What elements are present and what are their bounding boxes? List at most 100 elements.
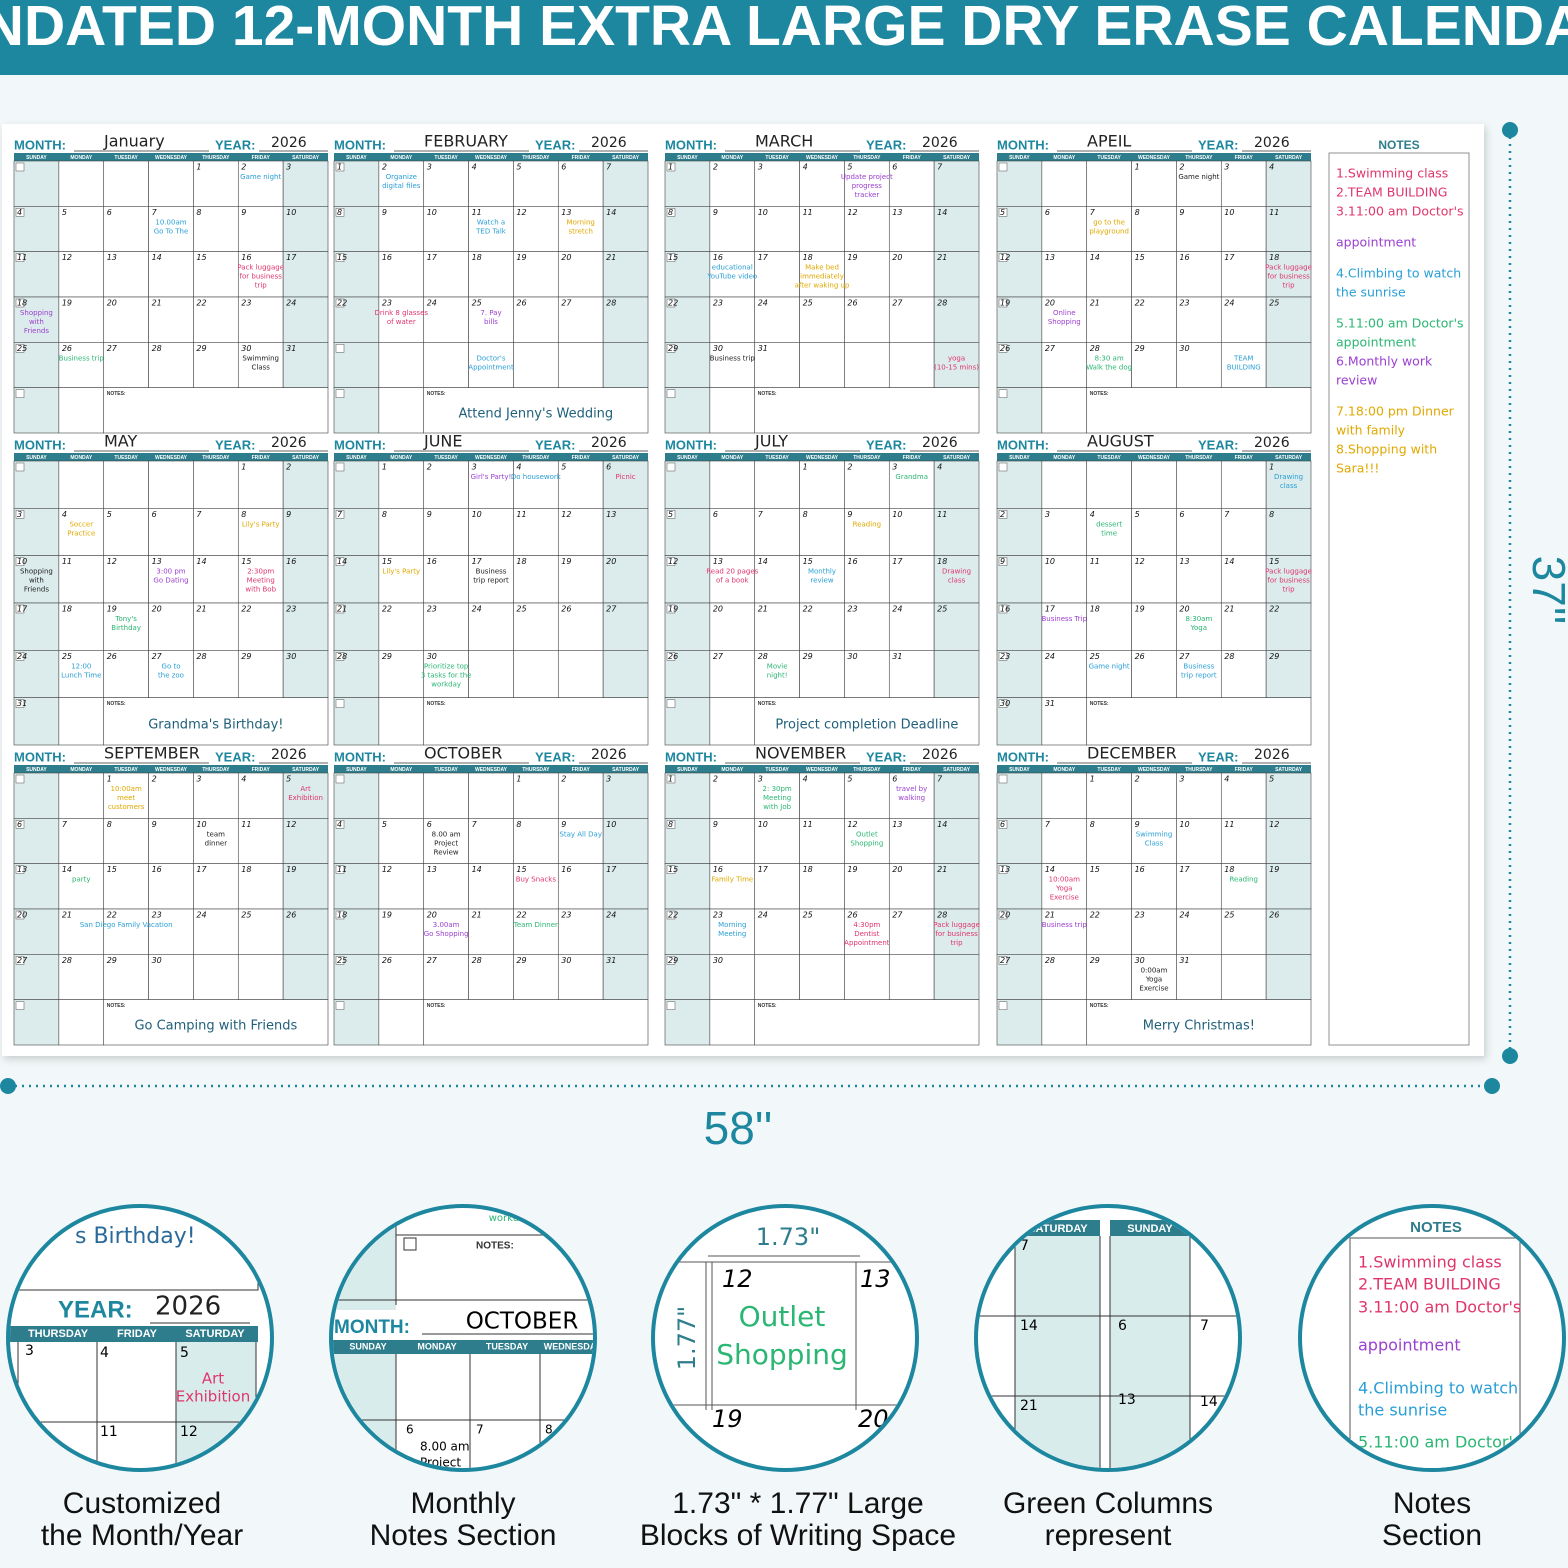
event-text: playground — [1089, 227, 1129, 235]
caption: 1.73" * 1.77" Large — [672, 1487, 923, 1520]
weekday: WEDNESDAY — [1138, 455, 1171, 461]
day-cell — [1220, 908, 1267, 955]
day-number: 20 — [606, 557, 616, 566]
day-cell — [1131, 818, 1177, 864]
event-text: 0:00am — [1141, 966, 1168, 974]
day-cell — [1176, 954, 1222, 1000]
event-text: Drawing — [942, 568, 971, 576]
day-number: 17 — [1179, 865, 1190, 874]
dot — [0, 1078, 16, 1094]
day-cell — [1041, 772, 1088, 819]
day-cell — [282, 251, 329, 298]
day-number: 22 — [1090, 911, 1100, 920]
day-number: 12 — [1269, 820, 1279, 829]
day-cell — [1131, 863, 1177, 910]
day-number: 29 — [382, 652, 392, 661]
day-number: 3 — [427, 163, 432, 172]
day-number: 27 — [713, 652, 724, 661]
month-label: MONTH: — [334, 749, 386, 764]
checkbox — [666, 208, 676, 217]
event-text: dessert — [1096, 520, 1122, 528]
day-number: 17 — [286, 253, 297, 262]
day-cell — [378, 908, 425, 955]
day-number: 7 — [337, 510, 343, 519]
day-number: 21 — [337, 605, 347, 614]
day-number: 15 — [516, 865, 526, 874]
day-number: 7 — [472, 820, 478, 829]
caption: Customized — [63, 1487, 221, 1520]
day-number: 1 — [382, 463, 387, 472]
day-number: 6 — [1045, 208, 1050, 217]
event-text: BUILDING — [1227, 363, 1261, 371]
event-text: Buy Snacks — [516, 876, 557, 884]
event-text: Exhibition — [288, 794, 323, 802]
day-cell — [844, 342, 890, 388]
notes-box — [1349, 1237, 1521, 1468]
day-number: 25 — [17, 344, 27, 353]
day-number: 3 — [17, 510, 22, 519]
day-number: 28 — [196, 652, 206, 661]
notes-row — [1086, 387, 1312, 434]
day-cell — [148, 818, 194, 864]
month-name: AUGUST — [1087, 432, 1154, 451]
event-text: stretch — [568, 227, 592, 235]
notes-row — [754, 697, 980, 746]
day-number: 21 — [1045, 911, 1055, 920]
weekday: FRIDAY — [252, 155, 271, 161]
event-text: trip — [255, 282, 268, 290]
notes-label: NOTES: — [758, 391, 777, 397]
event-text: Project — [434, 839, 458, 847]
event-text: Business trip — [59, 354, 105, 362]
day-number: 20 — [713, 605, 723, 614]
day-number: 11 — [337, 865, 347, 874]
day-cell — [423, 818, 469, 864]
day-number: 8 — [196, 208, 201, 217]
checkbox — [15, 699, 25, 708]
day-number: 19 — [668, 605, 678, 614]
day-number: 15 — [107, 865, 117, 874]
year: 2026 — [591, 135, 627, 151]
day-number: 24 — [1045, 652, 1055, 661]
day-cell — [1220, 460, 1267, 509]
day-cell — [282, 342, 329, 388]
day-number: 30 — [286, 652, 296, 661]
event-text: Family Time — [711, 876, 753, 884]
weekday: TUESDAY — [434, 455, 458, 461]
checkbox — [335, 389, 345, 398]
checkbox — [666, 699, 676, 708]
day-cell — [378, 460, 425, 509]
checkbox — [666, 344, 676, 353]
year-label: YEAR: — [866, 137, 906, 152]
day-number: 26 — [847, 911, 857, 920]
weekday: MONDAY — [70, 455, 92, 461]
day-number: 18 — [1090, 605, 1100, 614]
event-text: Meeting — [718, 930, 746, 938]
day-cell — [193, 460, 239, 509]
day-cell — [282, 818, 329, 864]
day-number: 15 — [1135, 253, 1145, 262]
day-number: 14 — [196, 557, 206, 566]
day-number: 12 — [668, 557, 678, 566]
day-number: 30 — [152, 956, 162, 965]
day-cell — [1265, 908, 1312, 955]
event-text: 3.00am — [433, 921, 460, 929]
day-number: 20 — [17, 911, 27, 920]
day-number: 7 — [937, 163, 943, 172]
green-column — [1015, 1236, 1100, 1468]
day-number: 21 — [152, 299, 162, 308]
callout-text: the sunrise — [1358, 1401, 1447, 1420]
weekday: THURSDAY — [1185, 155, 1213, 161]
weekday: THURSDAY — [853, 455, 881, 461]
day-number: 9 — [1135, 820, 1140, 829]
day-cell — [933, 460, 980, 509]
callout-text: workday — [489, 1213, 532, 1224]
day-cell — [423, 555, 469, 604]
day-cell — [148, 251, 194, 298]
month-name: NOVEMBER — [755, 744, 846, 763]
day-cell — [103, 296, 149, 343]
note-line: appointment — [1336, 235, 1416, 250]
day-number: 11 — [1090, 557, 1100, 566]
event-text: Organize — [386, 173, 417, 181]
day-number: 24 — [606, 911, 616, 920]
